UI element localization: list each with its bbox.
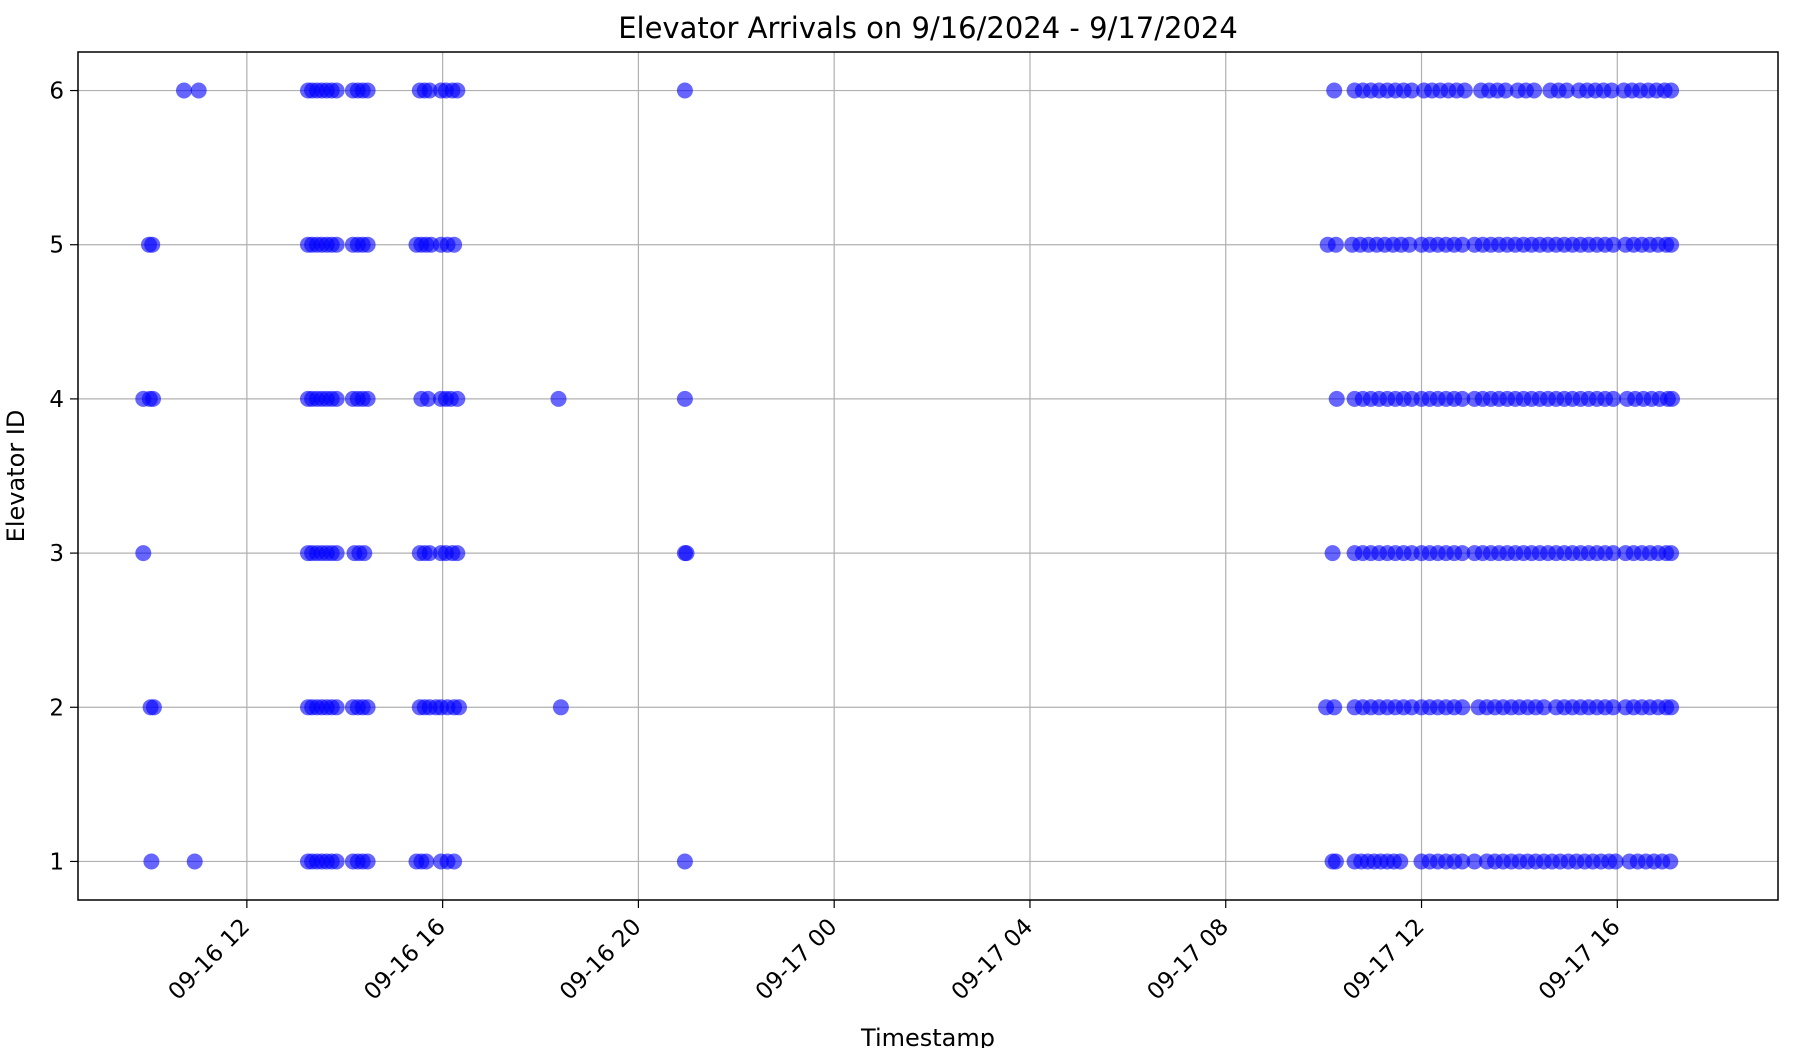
data-point: [1605, 699, 1622, 716]
data-point: [190, 82, 207, 99]
data-point: [1535, 699, 1552, 716]
data-point: [676, 853, 693, 870]
data-point: [143, 853, 160, 870]
data-point: [1403, 82, 1420, 99]
data-point: [552, 699, 569, 716]
data-point: [356, 545, 373, 562]
data-point: [145, 699, 162, 716]
data-point: [1497, 82, 1514, 99]
data-point: [1664, 390, 1680, 407]
y-tick-label: 4: [49, 387, 64, 413]
data-point: [1603, 82, 1620, 99]
data-point: [1454, 853, 1471, 870]
data-point: [135, 545, 152, 562]
data-point: [1663, 545, 1680, 562]
data-point: [421, 545, 438, 562]
data-point: [328, 82, 345, 99]
data-point: [676, 82, 693, 99]
data-point: [328, 699, 345, 716]
data-point: [1392, 853, 1409, 870]
data-points: [135, 82, 1680, 870]
y-tick-label: 6: [49, 79, 64, 105]
data-point: [1456, 82, 1473, 99]
data-point: [678, 545, 695, 562]
data-point: [1326, 699, 1343, 716]
data-point: [451, 699, 467, 716]
data-point: [550, 390, 567, 407]
data-point: [449, 390, 466, 407]
data-point: [446, 853, 463, 870]
data-point: [1466, 853, 1483, 870]
y-axis-label: Elevator ID: [2, 410, 30, 543]
data-point: [1605, 236, 1622, 253]
data-point: [1454, 545, 1471, 562]
data-point: [1526, 82, 1543, 99]
data-point: [1454, 699, 1471, 716]
data-point: [421, 82, 438, 99]
plot-area-frame: [77, 51, 1779, 901]
data-point: [1327, 853, 1344, 870]
y-tick-label: 1: [49, 849, 64, 875]
x-axis-label: Timestamp: [860, 1024, 995, 1048]
data-point: [186, 853, 203, 870]
y-axis-ticks: 1 2 3 4 5 6: [49, 79, 78, 875]
data-point: [1327, 236, 1344, 253]
data-point: [1663, 82, 1680, 99]
data-point: [446, 236, 463, 253]
data-point: [144, 236, 161, 253]
y-tick-label: 2: [49, 695, 64, 721]
data-point: [1401, 236, 1418, 253]
data-point: [1328, 390, 1345, 407]
data-point: [449, 545, 466, 562]
data-point: [1558, 82, 1575, 99]
data-point: [1607, 853, 1624, 870]
data-point: [328, 545, 345, 562]
data-point: [1326, 82, 1343, 99]
data-point: [359, 699, 376, 716]
data-point: [328, 390, 345, 407]
data-point: [420, 390, 436, 407]
data-point: [418, 853, 435, 870]
data-point: [328, 236, 345, 253]
data-point: [1605, 545, 1622, 562]
data-point: [359, 236, 376, 253]
data-point: [359, 82, 376, 99]
data-point: [1454, 236, 1471, 253]
data-point: [1662, 853, 1679, 870]
data-point: [449, 82, 466, 99]
data-point: [359, 853, 376, 870]
data-point: [145, 390, 161, 407]
data-point: [1663, 699, 1680, 716]
data-point: [328, 853, 345, 870]
data-point: [1663, 236, 1680, 253]
data-point: [359, 390, 376, 407]
y-tick-label: 5: [49, 233, 64, 259]
chart-title: Elevator Arrivals on 9/16/2024 - 9/17/20…: [618, 11, 1238, 45]
data-point: [676, 390, 693, 407]
data-point: [176, 82, 192, 99]
data-point: [1454, 390, 1471, 407]
y-tick-label: 3: [49, 541, 64, 567]
data-point: [1324, 545, 1341, 562]
data-point: [1605, 390, 1622, 407]
